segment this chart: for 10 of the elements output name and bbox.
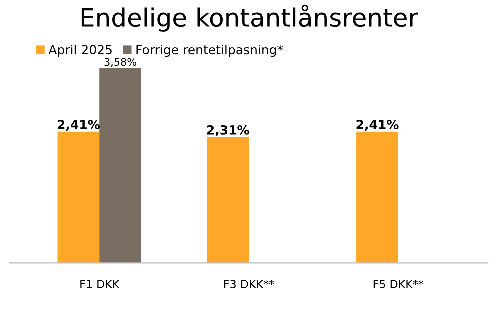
x-tick-label: F5 DKK** bbox=[374, 280, 424, 288]
chart-title: Endelige kontantlånsrenter bbox=[82, 4, 418, 32]
legend-label: Forrige rentetilpasning* bbox=[136, 44, 284, 58]
legend-label: April 2025 bbox=[48, 44, 112, 58]
data-label: 3,58% bbox=[104, 58, 136, 68]
data-label: 2,41% bbox=[356, 120, 399, 132]
data-label: 2,41% bbox=[58, 120, 100, 132]
x-tick-label: F1 DKK bbox=[80, 280, 120, 288]
data-label: 2,31% bbox=[207, 125, 250, 136]
x-tick-label: F3 DKK** bbox=[224, 280, 274, 288]
